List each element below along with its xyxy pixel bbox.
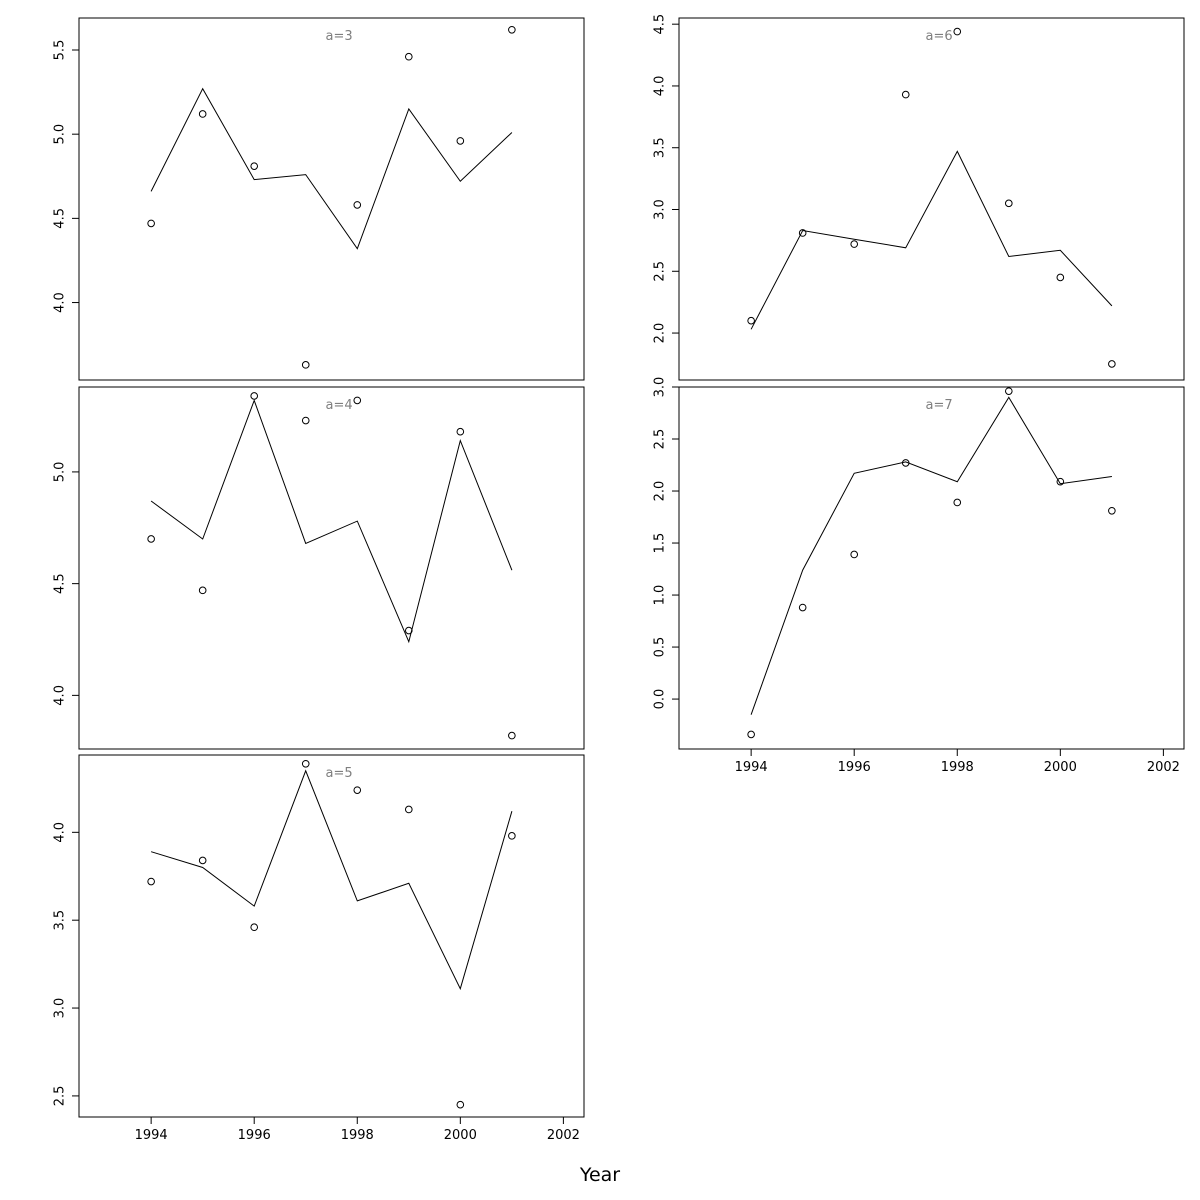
y-tick-label: 4.0 bbox=[53, 822, 68, 843]
observed-point bbox=[850, 240, 859, 248]
y-tick-label: 4.0 bbox=[53, 685, 68, 706]
observed-point bbox=[250, 923, 259, 932]
observed-point bbox=[747, 730, 755, 739]
panel-3: 2.5 3.0 3.5 4.0 1994 1996 1998 2000 2002 a=5 bbox=[53, 754, 585, 1143]
observed-point bbox=[508, 25, 516, 34]
fitted-line bbox=[150, 398, 513, 644]
observed-point bbox=[301, 759, 310, 768]
observed-point bbox=[953, 498, 962, 507]
observed-point bbox=[456, 137, 465, 145]
observed-point bbox=[250, 392, 259, 400]
observed-point bbox=[301, 416, 310, 425]
observed-point bbox=[901, 459, 910, 467]
observed-point bbox=[353, 201, 362, 209]
y-tick-label: 5.0 bbox=[53, 124, 68, 145]
x-tick-label: 1998 bbox=[941, 760, 974, 775]
observed-point bbox=[508, 832, 516, 840]
panel-2: 4.0 4.5 5.0 a=4 bbox=[53, 386, 585, 750]
observed-point bbox=[1056, 477, 1065, 486]
y-tick-label: 4.0 bbox=[653, 76, 668, 97]
observed-point bbox=[1056, 273, 1065, 282]
observed-point bbox=[198, 856, 207, 865]
x-tick-label: 2000 bbox=[444, 1128, 477, 1143]
observed-point bbox=[301, 361, 310, 369]
fitted-line bbox=[150, 87, 513, 250]
observed-point bbox=[747, 316, 755, 325]
observed-point bbox=[404, 626, 413, 635]
observed-point bbox=[198, 110, 207, 118]
observed-point bbox=[147, 535, 155, 543]
y-tick-label: 3.5 bbox=[653, 137, 668, 158]
observed-point bbox=[456, 427, 465, 436]
panel-label: a=6 bbox=[926, 29, 953, 44]
observed-point bbox=[1004, 387, 1013, 395]
y-tick-label: 2.5 bbox=[653, 429, 668, 450]
x-axis-label: Year bbox=[579, 1164, 620, 1186]
y-tick-label: 4.5 bbox=[53, 208, 68, 229]
y-tick-label: 4.5 bbox=[53, 573, 68, 594]
y-tick-label: 0.0 bbox=[653, 689, 668, 710]
observed-point bbox=[1108, 360, 1116, 368]
y-tick-label: 1.0 bbox=[653, 585, 668, 606]
panel-label: a=5 bbox=[326, 766, 353, 781]
observed-point bbox=[1108, 506, 1116, 515]
x-tick-label: 2000 bbox=[1044, 760, 1077, 775]
y-tick-label: 2.5 bbox=[53, 1086, 68, 1107]
panel-5: 0.0 0.5 1.0 1.5 2.0 2.5 3.0 1994 1996 1998 2000 200… bbox=[653, 377, 1185, 775]
observed-point bbox=[508, 731, 516, 740]
fitted-line bbox=[750, 150, 1113, 330]
panel-label: a=3 bbox=[326, 29, 353, 44]
observed-point bbox=[1004, 199, 1013, 208]
observed-point bbox=[353, 786, 362, 794]
x-tick-label: 1996 bbox=[838, 760, 871, 775]
panel-frame bbox=[78, 17, 585, 381]
y-tick-label: 3.5 bbox=[53, 910, 68, 931]
panel-frame bbox=[678, 17, 1185, 381]
y-tick-label: 1.5 bbox=[653, 533, 668, 554]
panel-frame bbox=[678, 386, 1185, 750]
panel-frame bbox=[78, 386, 585, 750]
y-tick-label: 0.5 bbox=[653, 637, 668, 658]
panel-frame bbox=[78, 754, 585, 1118]
x-tick-label: 2002 bbox=[1147, 760, 1180, 775]
y-tick-label: 3.0 bbox=[53, 998, 68, 1019]
observed-point bbox=[404, 52, 413, 61]
observed-point bbox=[147, 877, 155, 886]
observed-point bbox=[353, 396, 362, 405]
panel-1: 4.0 4.5 5.0 5.5 a=3 bbox=[53, 17, 585, 381]
observed-point bbox=[147, 219, 155, 228]
y-tick-label: 5.0 bbox=[53, 462, 68, 483]
x-tick-label: 1998 bbox=[341, 1128, 374, 1143]
x-tick-label: 2002 bbox=[547, 1128, 580, 1143]
fitted-line bbox=[150, 769, 513, 991]
y-tick-label: 2.0 bbox=[653, 323, 668, 344]
observed-point bbox=[798, 603, 807, 612]
y-tick-label: 4.5 bbox=[653, 14, 668, 35]
x-tick-label: 1996 bbox=[238, 1128, 271, 1143]
x-tick-label: 1994 bbox=[735, 760, 768, 775]
y-tick-label: 2.5 bbox=[653, 261, 668, 282]
panel-label: a=4 bbox=[326, 398, 353, 413]
panel-label: a=7 bbox=[926, 398, 953, 413]
panels-layer: 4.0 4.5 5.0 5.5 a=3 4.0 4.5 5.0 a=4 2.5 3.0 3.5 4.0 1… bbox=[53, 14, 1185, 1143]
y-tick-label: 3.0 bbox=[653, 377, 668, 398]
observed-point bbox=[404, 805, 413, 814]
observed-point bbox=[456, 1100, 465, 1109]
observed-point bbox=[850, 550, 859, 559]
observed-point bbox=[901, 90, 910, 99]
observed-point bbox=[198, 586, 207, 595]
observed-point bbox=[250, 162, 259, 170]
observed-point bbox=[953, 27, 962, 36]
y-tick-label: 5.5 bbox=[53, 40, 68, 61]
panel-4: 2.0 2.5 3.0 3.5 4.0 4.5 a=6 bbox=[653, 14, 1185, 381]
y-tick-label: 4.0 bbox=[53, 292, 68, 313]
x-tick-label: 1994 bbox=[135, 1128, 168, 1143]
y-tick-label: 2.0 bbox=[653, 481, 668, 502]
fitted-line bbox=[750, 396, 1112, 715]
observed-point bbox=[798, 229, 807, 237]
y-tick-label: 3.0 bbox=[653, 199, 668, 220]
